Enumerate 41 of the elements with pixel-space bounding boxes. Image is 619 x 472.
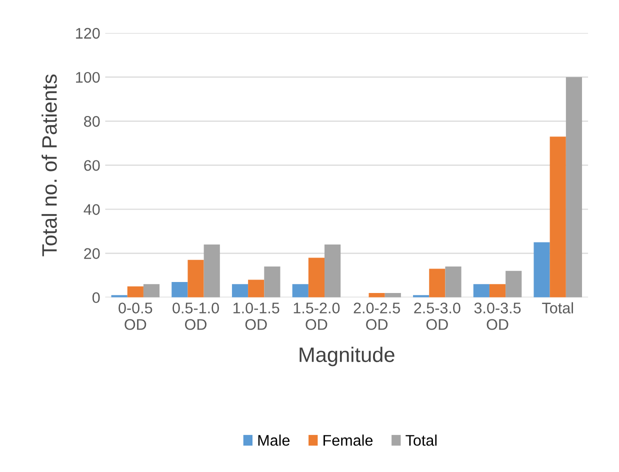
y-tick-label: 60 [84, 160, 100, 171]
x-tick-label: 0.5-1.0 OD [172, 302, 219, 330]
bar [506, 270, 522, 298]
legend-label: Male [258, 434, 290, 446]
y-tick-label: 40 [84, 204, 100, 215]
y-tick-label: 20 [84, 248, 100, 259]
x-axis-title: Magnitude [300, 346, 394, 366]
y-tick-label: 120 [76, 28, 100, 39]
bar [368, 292, 385, 298]
x-tick-label: 0-0.5 OD [118, 302, 152, 330]
x-tick-label: 2.0-2.5 OD [354, 302, 400, 330]
legend-label: Female [324, 434, 373, 446]
x-tick-label: 1.5-2.0 OD [294, 302, 340, 330]
bar [127, 286, 144, 298]
y-tick-label: 80 [84, 116, 100, 127]
legend-label: Total [406, 434, 437, 446]
x-tick-label: 2.5-3.0 OD [414, 302, 460, 330]
bar [248, 280, 264, 298]
bar [429, 268, 446, 298]
bar [489, 284, 506, 298]
bar [143, 284, 160, 298]
bar [534, 242, 550, 298]
bar [473, 284, 490, 298]
x-tick-label: 3.0-3.5 OD [474, 302, 521, 330]
bar [204, 244, 220, 298]
bar [188, 260, 204, 298]
bar [550, 136, 566, 298]
x-tick-label: Total [542, 302, 573, 314]
bar [232, 284, 248, 298]
bar [264, 266, 280, 298]
bar [445, 266, 462, 298]
bar [308, 258, 325, 298]
bar [324, 244, 341, 298]
y-axis-title: Total no. of Patients [42, 74, 57, 256]
bar [292, 284, 308, 298]
y-tick-label: 0 [92, 292, 100, 304]
x-tick-label: 1.0-1.5 OD [233, 302, 280, 330]
bar [384, 292, 401, 298]
bar [172, 282, 188, 298]
bar [566, 77, 582, 298]
y-tick-label: 100 [76, 72, 100, 83]
